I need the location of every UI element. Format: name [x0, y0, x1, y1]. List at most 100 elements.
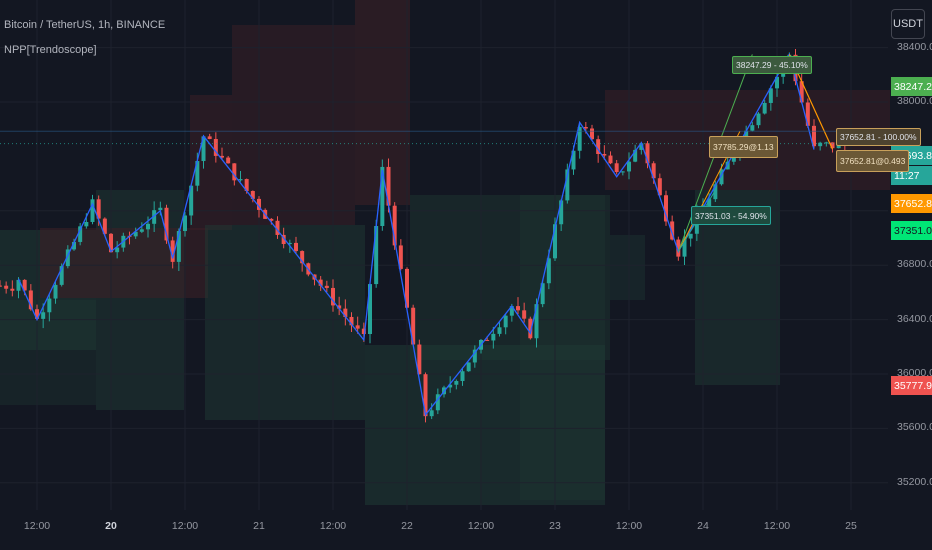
candle	[497, 322, 502, 337]
pattern-label: 37652.81@0.493	[836, 150, 910, 172]
pattern-label: 37785.29@1.13	[709, 136, 778, 158]
candle	[812, 119, 816, 149]
time-tick: 23	[549, 520, 561, 532]
candle-body	[250, 190, 255, 199]
candle-body	[232, 163, 237, 181]
candle-body	[35, 309, 39, 319]
candle	[824, 141, 829, 147]
candle	[238, 171, 243, 182]
candle	[565, 163, 570, 204]
candle-body	[281, 234, 286, 245]
time-tick: 12:00	[319, 520, 347, 532]
candle-body	[41, 312, 46, 319]
time-tick: 24	[697, 520, 709, 532]
candle	[411, 304, 416, 345]
candle-body	[596, 139, 601, 154]
candle	[201, 135, 206, 169]
candle	[318, 276, 323, 291]
candle	[294, 236, 298, 254]
candle	[72, 238, 76, 251]
candle	[799, 72, 804, 104]
candle-body	[651, 163, 656, 179]
candle-body	[516, 306, 520, 311]
indicator-title[interactable]: NPP[Trendoscope]	[4, 44, 97, 56]
candle-body	[472, 349, 477, 363]
candle	[146, 216, 150, 238]
candle	[491, 326, 496, 349]
candle-body	[423, 374, 428, 417]
candle	[503, 313, 508, 335]
candle-body	[176, 231, 181, 262]
candles	[0, 48, 847, 423]
candle-body	[201, 136, 206, 162]
time-tick: 12:00	[467, 520, 495, 532]
candle	[540, 279, 545, 308]
candle	[454, 379, 459, 390]
candle-body	[275, 220, 280, 235]
candle-body	[405, 268, 409, 308]
price-tick: 36800.00	[897, 258, 932, 271]
candle-body	[460, 371, 465, 382]
candle	[522, 302, 527, 323]
candle	[577, 123, 582, 159]
time-tick: 22	[401, 520, 413, 532]
candle	[226, 155, 231, 164]
price-tick: 38400.00	[897, 40, 932, 53]
candle-body	[115, 247, 120, 253]
candle	[139, 222, 144, 234]
candle-body	[139, 229, 144, 232]
candle	[460, 367, 465, 386]
currency-button[interactable]: USDT	[891, 9, 925, 39]
candle	[213, 132, 218, 163]
candle-body	[220, 155, 224, 158]
candle	[553, 217, 557, 261]
candle-body	[164, 207, 169, 241]
time-tick: 25	[845, 520, 857, 532]
candle	[0, 280, 2, 287]
candle	[16, 277, 21, 299]
candle-body	[559, 200, 564, 225]
candle	[220, 147, 224, 160]
zone-rect	[610, 235, 645, 300]
candle	[47, 294, 52, 322]
candle	[4, 281, 9, 294]
candle-body	[0, 285, 2, 287]
candle	[324, 280, 329, 292]
candle	[472, 345, 477, 368]
candle-body	[96, 199, 101, 219]
candle	[768, 85, 773, 111]
candle-body	[762, 102, 767, 114]
candle-body	[818, 142, 823, 147]
price-tick: 35600.00	[897, 421, 932, 434]
candle	[602, 145, 607, 160]
candle	[115, 241, 120, 259]
symbol-title: Bitcoin / TetherUS, 1h, BINANCE	[4, 19, 166, 31]
candle	[343, 299, 348, 326]
time-tick: 20	[105, 520, 117, 532]
candle-body	[349, 316, 354, 326]
candle	[164, 204, 169, 244]
candle-body	[466, 362, 471, 372]
candle	[183, 212, 187, 237]
price-badge: 35777.96	[891, 376, 932, 395]
candle-body	[22, 279, 27, 291]
candle	[657, 173, 662, 197]
candle-body	[269, 218, 274, 221]
candle-body	[571, 150, 576, 170]
zone-rect	[0, 300, 96, 405]
candle	[170, 236, 175, 269]
candle-body	[109, 233, 113, 253]
candle-body	[731, 156, 736, 162]
candle-body	[522, 310, 527, 319]
time-tick: 12:00	[23, 520, 51, 532]
candle-body	[707, 199, 712, 207]
candle	[688, 233, 693, 247]
price-tick: 36400.00	[897, 312, 932, 325]
candle-body	[725, 161, 730, 170]
candle-body	[577, 127, 582, 151]
candle-body	[750, 125, 755, 131]
candle-body	[72, 241, 76, 250]
candle	[417, 339, 422, 375]
